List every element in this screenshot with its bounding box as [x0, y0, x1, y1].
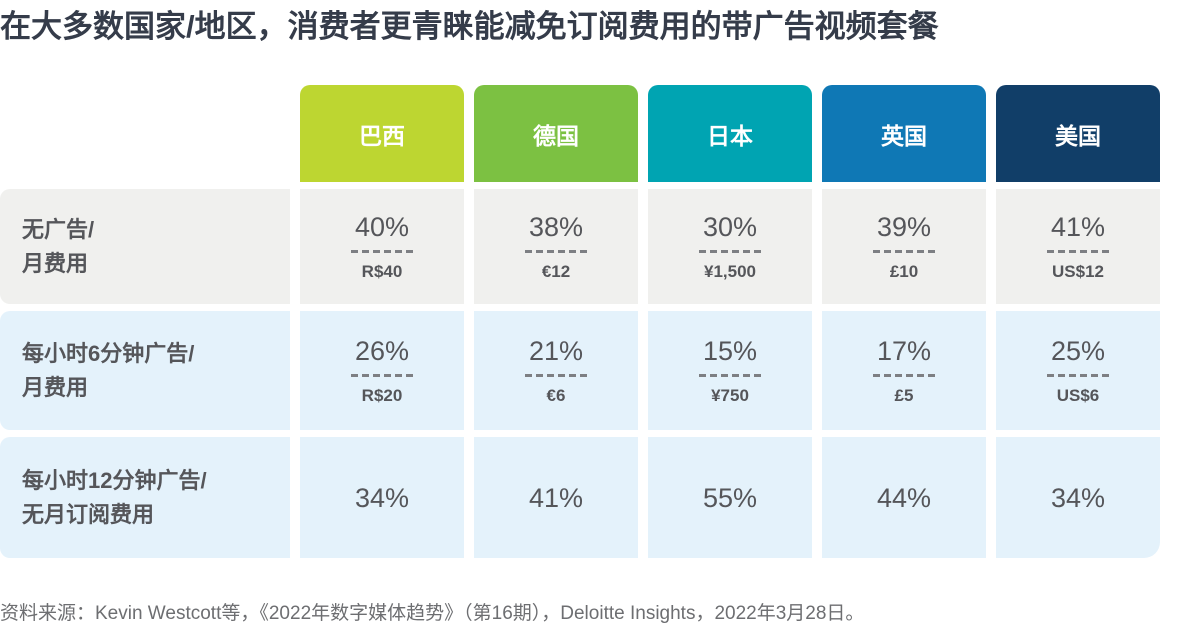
price-value: £5 [894, 386, 914, 405]
price-value: ¥750 [711, 386, 749, 405]
price-value: R$40 [361, 262, 403, 281]
row-label-6min-ads: 每小时6分钟广告/ 月费用 [0, 311, 290, 430]
price-value: US$12 [1052, 262, 1104, 281]
percent-value: 25% [1050, 336, 1106, 366]
row-label-no-ads: 无广告/ 月费用 [0, 189, 290, 304]
dashed-divider [1047, 374, 1109, 377]
row-label-line: 每小时12分钟广告/ [22, 467, 207, 493]
table-cell-germany-6min: 21% €6 [474, 311, 638, 430]
price-value: R$20 [361, 386, 403, 405]
percent-value: 15% [702, 336, 758, 366]
table-cell-japan-12min: 55% [648, 437, 812, 558]
price-value: ¥1,500 [704, 262, 756, 281]
percent-value: 40% [354, 212, 410, 242]
table-cell-uk-12min: 44% [822, 437, 986, 558]
price-value: US$6 [1056, 386, 1100, 405]
row-label-line: 无广告/ [22, 216, 95, 242]
table-cell-brazil-12min: 34% [300, 437, 464, 558]
row-label-line: 每小时6分钟广告/ [22, 340, 195, 366]
row-label-line: 无月订阅费用 [22, 501, 155, 527]
column-header-germany: 德国 [474, 85, 638, 182]
percent-value: 39% [876, 212, 932, 242]
percent-value: 38% [528, 212, 584, 242]
column-header-label: 德国 [533, 122, 579, 149]
table-cell-uk-6min: 17% £5 [822, 311, 986, 430]
table-cell-brazil-6min: 26% R$20 [300, 311, 464, 430]
dashed-divider [351, 374, 413, 377]
column-header-japan: 日本 [648, 85, 812, 182]
column-header-us: 美国 [996, 85, 1160, 182]
dashed-divider [699, 374, 761, 377]
table-cell-japan-no-ads: 30% ¥1,500 [648, 189, 812, 304]
row-label-line: 月费用 [22, 374, 89, 400]
price-value: €6 [546, 386, 566, 405]
percent-value: 44% [876, 482, 932, 513]
row-label-line: 月费用 [22, 250, 89, 276]
table-cell-us-no-ads: 41% US$12 [996, 189, 1160, 304]
column-header-label: 巴西 [359, 122, 405, 149]
column-header-uk: 英国 [822, 85, 986, 182]
column-header-label: 英国 [881, 122, 927, 149]
table-cell-brazil-no-ads: 40% R$40 [300, 189, 464, 304]
percent-value: 30% [702, 212, 758, 242]
table-cell-us-12min: 34% [996, 437, 1160, 558]
table-cell-uk-no-ads: 39% £10 [822, 189, 986, 304]
percent-value: 34% [1050, 482, 1106, 513]
dashed-divider [1047, 250, 1109, 253]
dashed-divider [873, 250, 935, 253]
column-header-label: 日本 [707, 122, 753, 149]
column-header-label: 美国 [1055, 122, 1101, 149]
percent-value: 34% [354, 482, 410, 513]
percent-value: 17% [876, 336, 932, 366]
ad-video-preference-table: 巴西 德国 日本 英国 美国 无广告/ 月费用 40% R$40 38% €12 [0, 85, 1160, 558]
page-title: 在大多数国家/地区，消费者更青睐能减免订阅费用的带广告视频套餐 [0, 9, 939, 44]
dashed-divider [699, 250, 761, 253]
table-cell-japan-6min: 15% ¥750 [648, 311, 812, 430]
dashed-divider [351, 250, 413, 253]
table-cell-us-6min: 25% US$6 [996, 311, 1160, 430]
table-cell-germany-no-ads: 38% €12 [474, 189, 638, 304]
percent-value: 21% [528, 336, 584, 366]
percent-value: 41% [1050, 212, 1106, 242]
table-cell-germany-12min: 41% [474, 437, 638, 558]
row-label-12min-ads: 每小时12分钟广告/ 无月订阅费用 [0, 437, 290, 558]
percent-value: 41% [528, 482, 584, 513]
dashed-divider [873, 374, 935, 377]
dashed-divider [525, 374, 587, 377]
price-value: £10 [889, 262, 919, 281]
column-header-brazil: 巴西 [300, 85, 464, 182]
percent-value: 55% [702, 482, 758, 513]
price-value: €12 [541, 262, 571, 281]
source-note: 资料来源：Kevin Westcott等，《2022年数字媒体趋势》（第16期）… [0, 603, 865, 624]
header-corner-spacer [0, 85, 290, 182]
percent-value: 26% [354, 336, 410, 366]
dashed-divider [525, 250, 587, 253]
